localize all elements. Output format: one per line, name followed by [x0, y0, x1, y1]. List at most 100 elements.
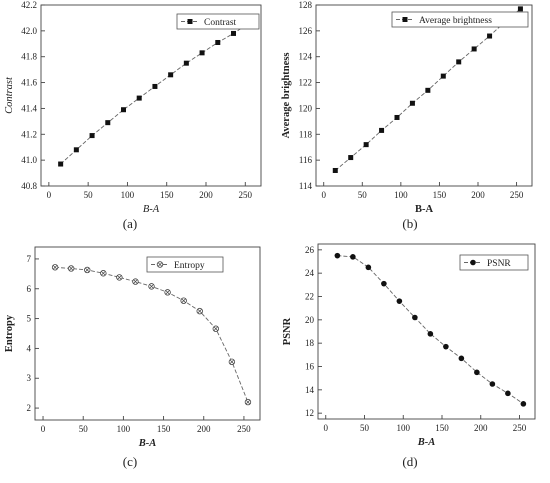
data-point — [244, 398, 252, 406]
data-point — [231, 30, 236, 36]
data-point — [199, 50, 205, 56]
x-axis-title: B-A — [417, 437, 436, 448]
y-tick-label: 12 — [305, 408, 314, 418]
x-tick-label: 0 — [47, 190, 52, 200]
data-point — [365, 264, 372, 271]
marker-cross — [197, 309, 202, 314]
y-tick-label: 128 — [299, 0, 313, 10]
data-point — [471, 46, 477, 52]
chart-panel-1: 0 50 100 150 200 250 40.8 41.0 41.2 41.4 41.6 41.8 4… — [4, 0, 262, 215]
y-tick-label: 3 — [27, 373, 32, 383]
plot-frame — [40, 4, 262, 187]
series-line — [60, 22, 250, 165]
panel-label: (c) — [123, 454, 137, 469]
data-point — [412, 314, 418, 321]
x-tick-label: 100 — [121, 190, 135, 200]
data-point — [100, 270, 107, 277]
y-tick-label: 42.0 — [21, 26, 37, 36]
data-point — [67, 265, 75, 272]
y-tick-label: 18 — [305, 338, 315, 348]
marker-cross — [157, 262, 163, 267]
y-tick-label: 42.2 — [21, 0, 37, 10]
y-tick-label: 6 — [27, 284, 32, 294]
data-point — [212, 325, 220, 332]
marker-cross — [181, 298, 186, 303]
x-tick-label: 250 — [513, 423, 527, 433]
x-tick-label: 200 — [471, 190, 485, 200]
panel-label: (a) — [123, 216, 137, 231]
x-tick-label: 100 — [394, 190, 408, 200]
chart-panel-3: 0 50 100 150 200 250 2 3 4 5 6 7 B-A Entropy Entropy — [4, 246, 261, 449]
legend-box — [176, 13, 260, 30]
y-axis-title: PSNR — [282, 317, 293, 345]
y-tick-label: 41.4 — [21, 103, 37, 113]
x-tick-label: 250 — [237, 424, 251, 434]
y-tick-label: 126 — [299, 26, 313, 36]
legend-box — [459, 254, 529, 271]
x-axis-title: B-A — [415, 204, 434, 215]
data-point — [381, 280, 387, 287]
data-point — [89, 133, 95, 139]
chart-panel-4: 0 50 100 150 200 250 12 14 16 18 20 22 24 26 B-A PSNR PS… — [282, 243, 536, 448]
data-point — [334, 252, 341, 259]
data-point — [520, 401, 527, 407]
data-point — [164, 289, 171, 296]
series-line — [337, 255, 524, 405]
data-point — [425, 87, 431, 93]
y-tick-label: 2 — [27, 403, 32, 413]
panel-label: (b) — [402, 216, 417, 231]
data-point — [51, 264, 59, 271]
y-tick-label: 41.2 — [21, 129, 37, 139]
y-axis-title: Average brightness — [281, 53, 292, 139]
data-point — [443, 343, 449, 350]
data-point — [73, 147, 79, 153]
y-tick-label: 5 — [27, 314, 32, 324]
legend-marker — [156, 261, 164, 268]
marker-cross — [85, 267, 90, 273]
y-tick-label: 7 — [27, 254, 32, 264]
data-point — [409, 100, 415, 106]
data-point — [350, 254, 356, 260]
legend-marker — [470, 259, 476, 266]
data-point — [505, 390, 511, 397]
x-tick-label: 100 — [397, 423, 411, 433]
data-point — [168, 72, 174, 78]
x-tick-label: 50 — [358, 190, 368, 200]
data-point — [456, 59, 462, 65]
y-tick-label: 14 — [305, 385, 315, 395]
y-tick-label: 24 — [305, 268, 315, 278]
plot-frame — [34, 246, 261, 421]
data-point — [196, 307, 203, 315]
y-tick-label: 41.0 — [21, 155, 37, 165]
y-tick-label: 120 — [299, 103, 313, 113]
x-tick-label: 200 — [199, 190, 213, 200]
legend-box — [146, 256, 224, 273]
y-tick-label: 26 — [305, 245, 315, 255]
x-tick-label: 250 — [510, 190, 524, 200]
legend-label: Contrast — [204, 18, 237, 28]
y-tick-label: 40.8 — [21, 181, 37, 191]
y-tick-label: 116 — [299, 155, 313, 165]
data-point — [517, 6, 523, 12]
x-tick-label: 50 — [360, 423, 370, 433]
data-point — [332, 167, 338, 173]
data-point — [105, 120, 111, 126]
y-tick-label: 41.6 — [21, 78, 37, 88]
legend-marker — [402, 17, 408, 22]
x-axis-title: B-A — [143, 204, 160, 215]
data-point — [183, 60, 189, 66]
y-tick-label: 41.8 — [21, 52, 37, 62]
y-tick-label: 122 — [299, 78, 313, 88]
y-tick-label: 118 — [299, 129, 313, 139]
data-point — [116, 274, 123, 281]
data-point — [396, 298, 403, 304]
x-tick-label: 150 — [435, 423, 449, 433]
legend-box — [391, 11, 529, 28]
legend: PSNR — [459, 254, 529, 271]
marker-cross — [229, 359, 234, 364]
marker-cross — [165, 290, 170, 295]
x-tick-label: 250 — [239, 190, 253, 200]
x-tick-label: 0 — [41, 424, 46, 434]
legend-label: Average brightness — [419, 16, 492, 26]
data-point — [474, 369, 480, 376]
